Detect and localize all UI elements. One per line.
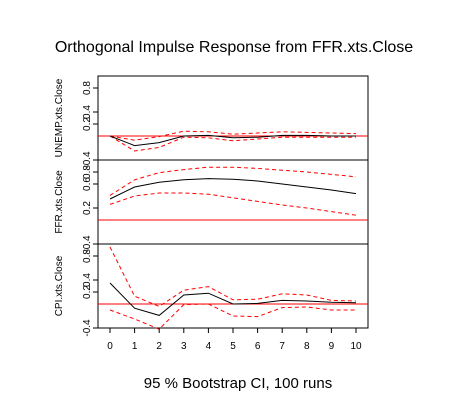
- y-tick-label: -0.4: [82, 151, 93, 169]
- chart-title: Orthogonal Impulse Response from FFR.xts…: [55, 39, 413, 56]
- x-axis: 0 1 2 3 4 5 6 7 8 9 10: [107, 328, 362, 352]
- y-tick-label: -0.4: [82, 319, 93, 337]
- irf-line: [109, 282, 357, 316]
- ci-upper-line: [109, 246, 357, 307]
- panels-layer: -0.40.20.40.8UNEMP.xts.Close-0.40.20.60.…: [54, 78, 368, 337]
- y-tick-label: 0.4: [82, 105, 93, 119]
- y-tick-label: 0.2: [82, 117, 93, 131]
- x-tick-label: 10: [350, 341, 362, 352]
- ci-lower-line: [109, 135, 356, 152]
- y-tick-label: 0.8: [82, 81, 93, 95]
- panel-unemp: -0.4 0.20.4 0.8 UNEMP.xts.Close: [54, 78, 368, 169]
- y-tick-label: 0.2: [82, 285, 93, 299]
- x-tick-label: 4: [206, 341, 212, 352]
- ci-upper-line: [109, 130, 357, 141]
- y-tick-label: 0.6: [82, 177, 93, 191]
- x-tick-label: 0: [107, 341, 113, 352]
- x-tick-label: 8: [304, 341, 310, 352]
- y-tick-label: 0.2: [82, 201, 93, 215]
- ci-upper-line: [109, 166, 357, 196]
- ci-lower-line: [109, 303, 356, 330]
- y-tick-label: 0.8: [82, 249, 93, 263]
- plot-frame: [97, 75, 369, 329]
- x-tick-label: 3: [181, 341, 187, 352]
- plot-border: [97, 75, 369, 329]
- ci-lower-line: [109, 192, 357, 216]
- y-tick-label: 0.4: [82, 273, 93, 287]
- irf-line: [109, 178, 357, 200]
- x-tick-label: 1: [132, 341, 138, 352]
- x-tick-label: 5: [230, 341, 236, 352]
- chart-subtitle: 95 % Bootstrap CI, 100 runs: [144, 375, 332, 392]
- x-tick-label: 7: [279, 341, 285, 352]
- x-tick-label: 6: [255, 341, 261, 352]
- y-axis-label: FFR.xts.Close: [54, 170, 65, 234]
- x-tick-label: 2: [156, 341, 162, 352]
- irf-line: [109, 134, 356, 147]
- y-axis-label: UNEMP.xts.Close: [54, 78, 65, 157]
- y-tick-label: 0.8: [82, 165, 93, 179]
- panel-cpi: -0.4 0.20.4 0.8 CPI.xts.Close: [54, 243, 368, 337]
- panel-ffr: -0.4 0.2 0.60.8 FFR.xts.Close: [54, 159, 368, 253]
- y-tick-label: -0.4: [82, 235, 93, 253]
- x-tick-label: 9: [329, 341, 335, 352]
- y-axis-label: CPI.xts.Close: [54, 255, 65, 316]
